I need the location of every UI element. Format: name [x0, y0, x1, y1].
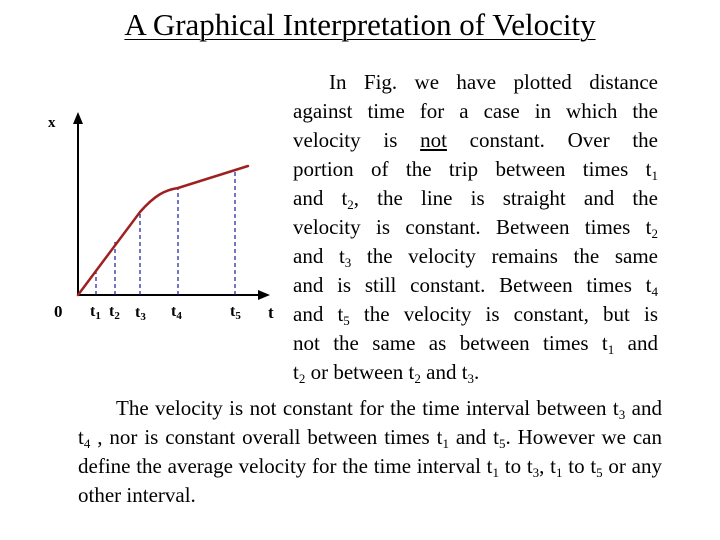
y-axis-label: x — [48, 115, 56, 131]
x-axis-label: t — [268, 303, 274, 322]
tick-label-t5: t5 — [230, 303, 241, 322]
x-axis-arrow — [258, 290, 270, 300]
distance-curve — [76, 164, 250, 297]
y-axis-arrow — [73, 112, 83, 124]
origin-label: 0 — [54, 302, 63, 321]
paragraph-2: The velocity is not constant for the tim… — [78, 396, 663, 507]
distance-time-graph: x t 0 t1 t2 t3 t4 t5 — [40, 100, 290, 335]
tick-label-t3: t3 — [135, 304, 146, 323]
tick-label-t4: t4 — [171, 303, 182, 322]
graph-svg: x t 0 t1 t2 t3 t4 t5 — [48, 112, 274, 323]
paragraph-1: In Fig. we have plotted distance against … — [293, 70, 658, 386]
tick-label-t2: t2 — [109, 303, 120, 322]
tick-label-t1: t1 — [90, 303, 101, 322]
page-title: A Graphical Interpretation of Velocity — [124, 7, 596, 42]
